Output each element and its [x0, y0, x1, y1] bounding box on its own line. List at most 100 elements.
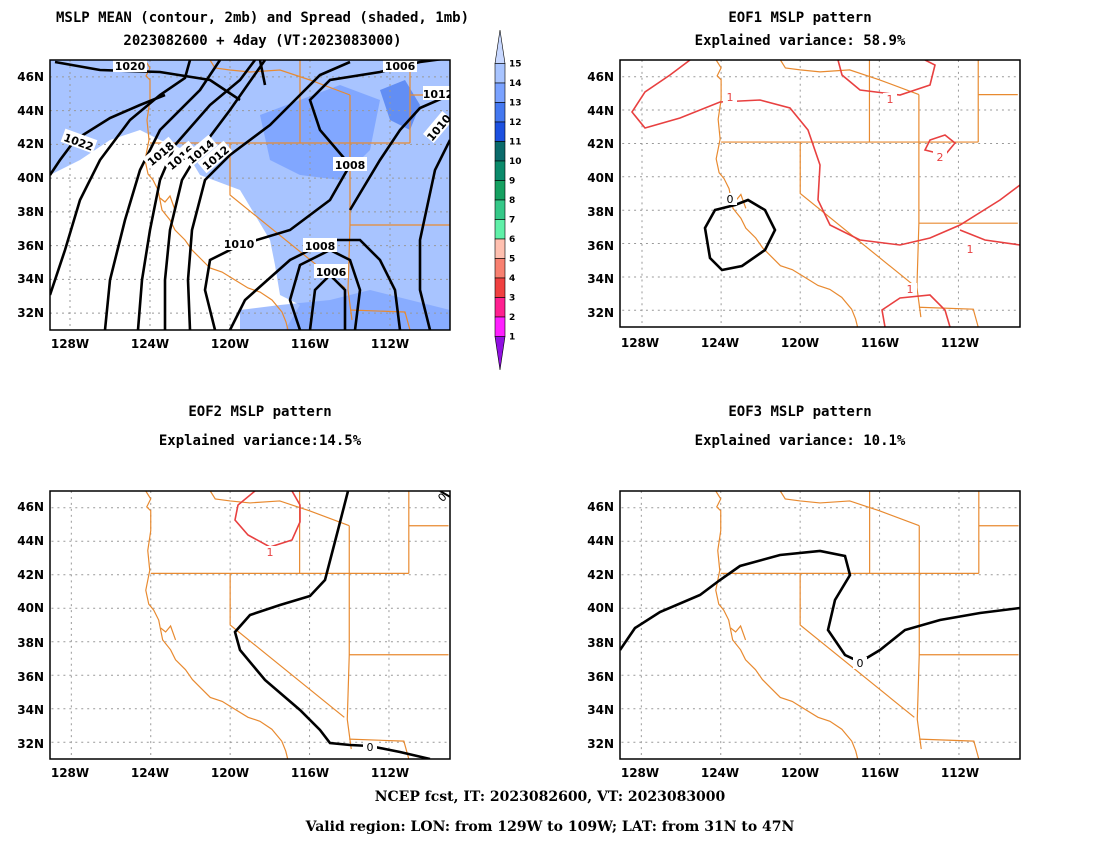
p4-contour-label-0: 0	[857, 657, 864, 670]
colorbar-segment	[494, 160, 506, 181]
p4-lat-tick: 46N	[587, 500, 614, 514]
colorbar-tick-label: 11	[509, 138, 522, 148]
panel3-title-line2: Explained variance:14.5%	[158, 433, 362, 449]
p1-lat-tick: 42N	[17, 137, 44, 151]
colorbar-tick-label: 7	[509, 216, 515, 226]
p3-lat-tick: 32N	[17, 737, 44, 751]
colorbar-segment	[494, 102, 506, 123]
p2-contour-label-2: 2	[937, 151, 944, 164]
colorbar-tick-label: 6	[509, 235, 515, 245]
colorbar-tick-label: 2	[509, 313, 515, 323]
panel3-map: 1 0 0	[49, 490, 451, 760]
colorbar-segment	[494, 277, 506, 298]
p1-lat-tick: 44N	[17, 104, 44, 118]
colorbar-tick-label: 12	[509, 118, 522, 128]
p1-contour-label-1: 1006	[385, 60, 416, 73]
p4-lon-tick: 128W	[621, 766, 659, 780]
p4-lon-tick: 112W	[941, 766, 979, 780]
p2-lat-tick: 32N	[587, 306, 614, 320]
colorbar-tick-label: 15	[509, 60, 522, 70]
colorbar-segment	[494, 258, 506, 279]
p3-lat-tick: 40N	[17, 601, 44, 615]
colorbar-tick-label: 5	[509, 255, 515, 265]
p1-lon-tick: 128W	[51, 337, 89, 351]
p2-contour-label-5: 0	[727, 193, 734, 206]
panel1-map: 1020 1006 1010 1012 1022 1018 1016 1014 …	[49, 59, 454, 331]
p2-lon-tick: 116W	[861, 336, 899, 350]
p4-lat-tick: 34N	[587, 703, 614, 717]
colorbar-segment	[494, 180, 506, 201]
p3-lon-tick: 124W	[131, 766, 169, 780]
p3-contour-label-0: 1	[267, 546, 274, 559]
p1-contour-label-2: 1010	[224, 238, 255, 251]
panel1-title-line1: MSLP MEAN (contour, 2mb) and Spread (sha…	[55, 10, 469, 26]
colorbar-segment	[494, 238, 506, 259]
panel3-title-line1: EOF2 MSLP pattern	[188, 404, 332, 420]
p3-lat-tick: 34N	[17, 703, 44, 717]
panel4-title-line2: Explained variance: 10.1%	[694, 433, 906, 449]
p1-lon-tick: 120W	[211, 337, 249, 351]
colorbar-tick-label: 3	[509, 294, 515, 304]
p1-contour-label-3: 1012	[423, 88, 454, 101]
p3-lat-tick: 38N	[17, 636, 44, 650]
footer-line2: Valid region: LON: from 129W to 109W; LA…	[305, 819, 795, 835]
p2-lat-tick: 40N	[587, 171, 614, 185]
p4-lat-tick: 36N	[587, 670, 614, 684]
colorbar-segment	[494, 63, 506, 84]
p4-lat-tick: 42N	[587, 568, 614, 582]
panel4-title-line1: EOF3 MSLP pattern	[728, 404, 872, 420]
panel2-title-line1: EOF1 MSLP pattern	[728, 10, 872, 26]
p2-contour-label-4: 1	[907, 283, 914, 296]
colorbar-segment	[494, 336, 506, 371]
p2-contour-label-3: 1	[967, 243, 974, 256]
panel4-map: 0	[619, 490, 1021, 760]
p4-lat-tick: 32N	[587, 737, 614, 751]
p4-lat-tick: 40N	[587, 601, 614, 615]
p1-lat-tick: 34N	[17, 272, 44, 286]
footer-line1: NCEP fcst, IT: 2023082600, VT: 202308300…	[374, 789, 726, 805]
p3-lat-tick: 44N	[17, 534, 44, 548]
p2-lat-tick: 36N	[587, 239, 614, 253]
p2-lon-tick: 112W	[941, 336, 979, 350]
colorbar-tick-label: 10	[509, 157, 522, 167]
p1-contour-label-0: 1020	[115, 60, 146, 73]
p1-lat-tick: 40N	[17, 171, 44, 185]
p3-lon-tick: 116W	[291, 766, 329, 780]
p1-lat-tick: 32N	[17, 306, 44, 320]
p3-lat-tick: 36N	[17, 670, 44, 684]
colorbar-tick-label: 4	[509, 274, 515, 284]
panel2-map: 1 1 2 1 1 0	[619, 59, 1021, 328]
panel2-title-line2: Explained variance: 58.9%	[694, 33, 906, 49]
p1-contour-label-12: 1006	[316, 266, 347, 279]
colorbar-segment	[494, 297, 506, 318]
p1-lon-tick: 124W	[131, 337, 169, 351]
p4-lon-tick: 124W	[701, 766, 739, 780]
p1-lon-tick: 116W	[291, 337, 329, 351]
p3-lon-tick: 120W	[211, 766, 249, 780]
colorbar-tick-label: 14	[509, 79, 522, 89]
p2-lat-tick: 38N	[587, 205, 614, 219]
colorbar-segment	[494, 82, 506, 103]
p2-lon-tick: 124W	[701, 336, 739, 350]
panel1-title-line2: 2023082600 + 4day (VT:2023083000)	[123, 33, 402, 49]
p1-lat-tick: 36N	[17, 239, 44, 253]
p1-contour-label-11: 1008	[305, 240, 336, 253]
p3-lat-tick: 42N	[17, 568, 44, 582]
colorbar-segment	[494, 29, 506, 64]
p1-contour-label-9: 1008	[335, 159, 366, 172]
p2-contour-label-0: 1	[727, 91, 734, 104]
colorbar-segment	[494, 141, 506, 162]
colorbar-tick-label: 1	[509, 333, 515, 343]
p2-lon-tick: 120W	[781, 336, 819, 350]
p3-lon-tick: 112W	[371, 766, 409, 780]
p4-lon-tick: 116W	[861, 766, 899, 780]
p2-lat-tick: 46N	[587, 70, 614, 84]
p3-lon-tick: 128W	[51, 766, 89, 780]
p2-contour-label-1: 1	[887, 93, 894, 106]
p2-lat-tick: 42N	[587, 137, 614, 151]
colorbar-segment	[494, 121, 506, 142]
p3-contour-label-1: 0	[367, 741, 374, 754]
colorbar-segment	[494, 316, 506, 337]
